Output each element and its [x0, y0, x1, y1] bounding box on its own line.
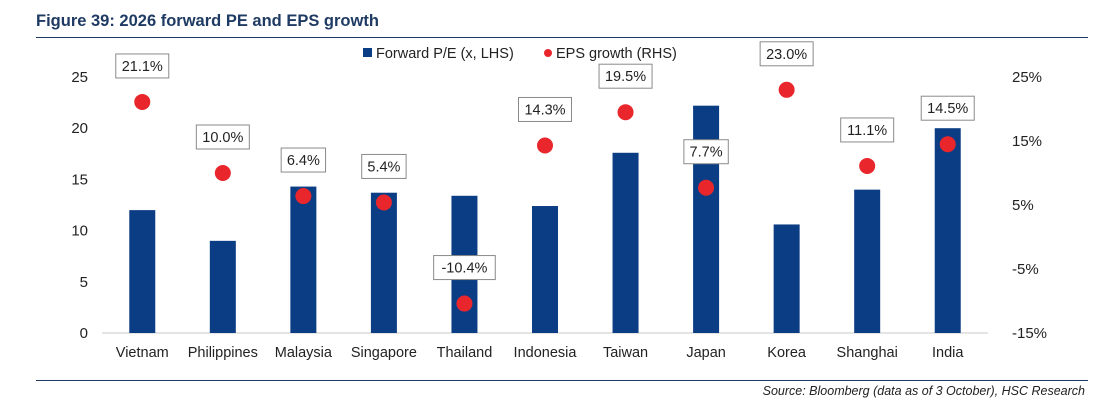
category-label: Philippines — [188, 345, 258, 361]
category-label: Vietnam — [116, 345, 169, 361]
eps-label-text: -10.4% — [441, 261, 487, 277]
category-label: Japan — [686, 345, 726, 361]
eps-data-label: 21.1% — [115, 53, 170, 79]
eps-data-label: 19.5% — [598, 63, 653, 89]
pe-bar-malaysia — [290, 186, 317, 333]
pe-bar-vietnam — [129, 210, 156, 333]
eps-data-label: 6.4% — [280, 147, 327, 173]
legend: Forward P/E (x, LHS) EPS growth (RHS) — [363, 46, 677, 62]
category-label: Korea — [767, 345, 807, 361]
left-axis: 0 5 10 15 20 25 — [71, 69, 88, 342]
eps-label-box — [518, 96, 572, 122]
pe-bar-philippines — [209, 240, 236, 333]
category-label: Thailand — [437, 345, 493, 361]
category-label: Malaysia — [275, 345, 333, 361]
eps-point-taiwan — [617, 104, 634, 121]
left-tick-label: 0 — [80, 325, 88, 342]
eps-labels: 21.1% 10.0% 6.4% 5.4% -10.4% 14.3% 19.5% 7.7% 23… — [115, 41, 975, 281]
legend-label-pe: Forward P/E (x, LHS) — [376, 46, 514, 62]
eps-label-text: 21.1% — [122, 59, 163, 75]
eps-label-box — [433, 255, 496, 281]
right-axis: -15% -5% 5% 15% 25% — [1012, 69, 1047, 342]
eps-point-singapore — [375, 194, 392, 211]
eps-label-box — [361, 153, 407, 179]
eps-label-box — [195, 124, 250, 150]
eps-label-box — [840, 117, 895, 143]
pe-bar-singapore — [370, 192, 397, 333]
right-tick-label: 25% — [1012, 69, 1042, 86]
eps-label-text: 11.1% — [847, 123, 887, 139]
category-labels: Vietnam Philippines Malaysia Singapore Thail… — [116, 345, 965, 361]
eps-point-malaysia — [295, 188, 312, 205]
eps-point-thailand — [456, 295, 473, 312]
pe-bar-indonesia — [532, 206, 558, 333]
category-label: Shanghai — [837, 345, 898, 361]
eps-data-label: -10.4% — [433, 255, 496, 281]
eps-data-label: 11.1% — [840, 117, 895, 143]
eps-data-label: 5.4% — [361, 153, 407, 179]
left-tick-label: 20 — [71, 120, 88, 137]
pe-bar-shanghai — [854, 189, 881, 333]
eps-data-label: 14.3% — [518, 96, 572, 122]
eps-point-india — [939, 136, 956, 153]
left-tick-label: 25 — [71, 69, 88, 86]
right-tick-label: -15% — [1012, 325, 1047, 342]
right-tick-label: 5% — [1012, 197, 1034, 214]
title-divider — [36, 37, 1088, 38]
eps-label-text: 5.4% — [367, 159, 400, 175]
eps-label-text: 7.7% — [690, 145, 723, 161]
eps-label-text: 14.5% — [927, 101, 968, 117]
bottom-divider — [36, 380, 1088, 381]
left-tick-label: 15 — [71, 171, 88, 188]
category-label: Taiwan — [603, 345, 648, 361]
eps-label-box — [115, 53, 170, 79]
eps-label-box — [920, 95, 975, 121]
pe-bar-taiwan — [612, 152, 639, 333]
eps-point-philippines — [214, 165, 231, 181]
pe-bar-korea — [773, 224, 800, 333]
legend-swatch-pe — [363, 48, 372, 57]
legend-label-eps: EPS growth (RHS) — [556, 46, 677, 62]
eps-label-box — [683, 139, 729, 165]
eps-label-text: 19.5% — [605, 69, 646, 85]
eps-label-box — [598, 63, 653, 89]
eps-label-text: 23.0% — [766, 47, 807, 63]
category-label: India — [932, 345, 964, 361]
category-label: Singapore — [351, 345, 417, 361]
eps-label-box — [759, 41, 814, 67]
eps-point-indonesia — [537, 137, 553, 154]
eps-label-text: 10.0% — [202, 130, 243, 146]
right-tick-label: -5% — [1012, 261, 1039, 278]
category-label: Indonesia — [514, 345, 578, 361]
eps-point-shanghai — [859, 157, 876, 174]
left-tick-label: 10 — [71, 223, 88, 240]
legend-swatch-eps — [544, 49, 552, 57]
source-note: Source: Bloomberg (data as of 3 October)… — [762, 384, 1085, 398]
eps-data-label: 14.5% — [920, 95, 975, 121]
eps-data-label: 23.0% — [759, 41, 814, 67]
eps-data-label: 10.0% — [195, 124, 250, 150]
eps-point-japan — [698, 179, 715, 196]
eps-label-text: 6.4% — [287, 153, 320, 169]
pe-bar-india — [934, 128, 961, 333]
eps-points — [134, 81, 956, 312]
right-tick-label: 15% — [1012, 133, 1042, 150]
eps-data-label: 7.7% — [683, 139, 729, 165]
left-tick-label: 5 — [80, 274, 88, 291]
eps-point-korea — [778, 81, 795, 98]
figure-title: Figure 39: 2026 forward PE and EPS growt… — [36, 12, 379, 30]
eps-label-box — [280, 147, 327, 173]
eps-label-text: 14.3% — [524, 102, 565, 118]
eps-point-vietnam — [134, 93, 151, 110]
